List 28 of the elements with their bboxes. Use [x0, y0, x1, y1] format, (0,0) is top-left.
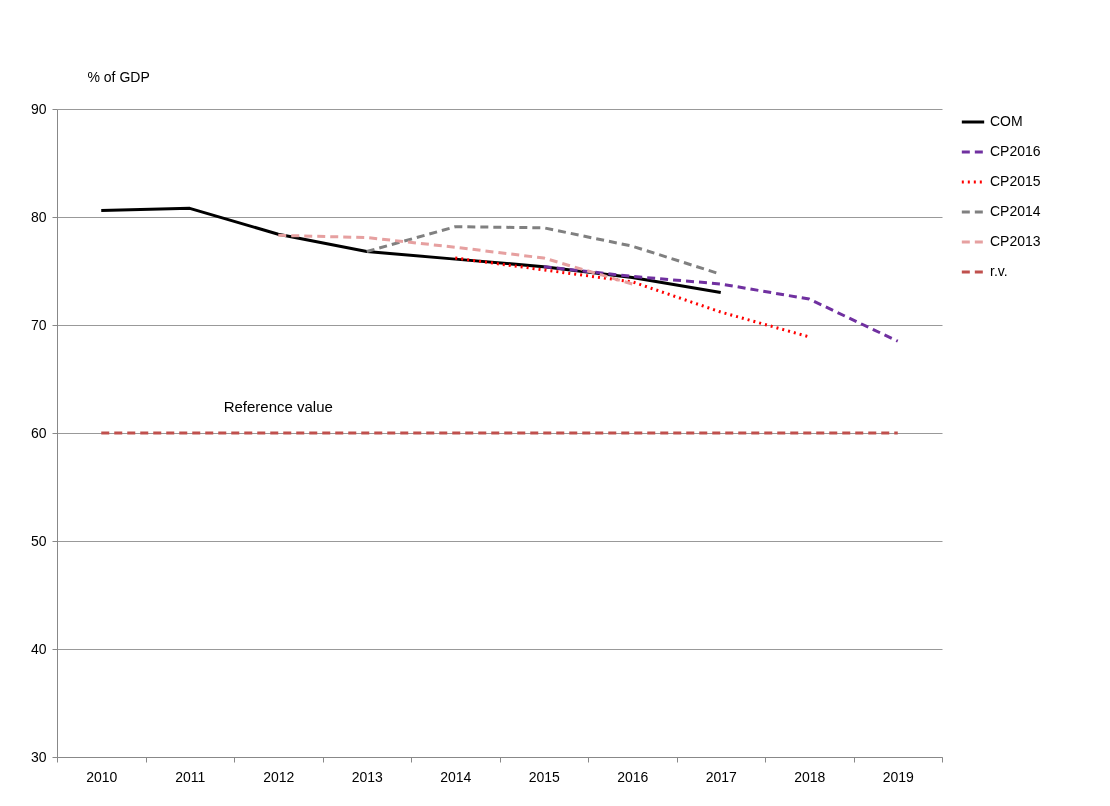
legend-label: CP2015	[990, 173, 1041, 189]
x-tick-label: 2017	[705, 768, 738, 785]
x-tick-label: 2016	[617, 768, 649, 785]
y-tick-label: 30	[30, 748, 47, 765]
legend-label: COM	[990, 113, 1023, 129]
legend-label: CP2016	[990, 143, 1041, 159]
y-tick-label: 80	[30, 208, 47, 225]
y-tick-label: 70	[30, 316, 47, 333]
line-series	[453, 256, 811, 339]
legend-label: CP2014	[990, 203, 1041, 219]
y-tick-label: 50	[30, 532, 47, 549]
y-tick-label: 40	[30, 640, 47, 657]
x-tick-label: 2019	[882, 768, 915, 785]
legend-label: r.v.	[990, 263, 1008, 279]
x-tick-label: 2010	[86, 768, 118, 785]
line-series	[276, 233, 634, 286]
x-tick-label: 2018	[794, 768, 826, 785]
annotation: Reference value	[223, 398, 333, 415]
line-series	[542, 265, 900, 343]
y-axis-title: % of GDP	[87, 68, 150, 85]
x-tick-label: 2014	[440, 768, 472, 785]
y-tick-label: 90	[30, 100, 47, 117]
x-tick-label: 2013	[351, 768, 384, 785]
y-tick-label: 60	[30, 424, 47, 441]
x-tick-label: 2015	[528, 768, 561, 785]
x-tick-label: 2011	[175, 768, 206, 785]
x-tick-label: 2012	[263, 768, 295, 785]
legend-label: CP2013	[990, 233, 1041, 249]
